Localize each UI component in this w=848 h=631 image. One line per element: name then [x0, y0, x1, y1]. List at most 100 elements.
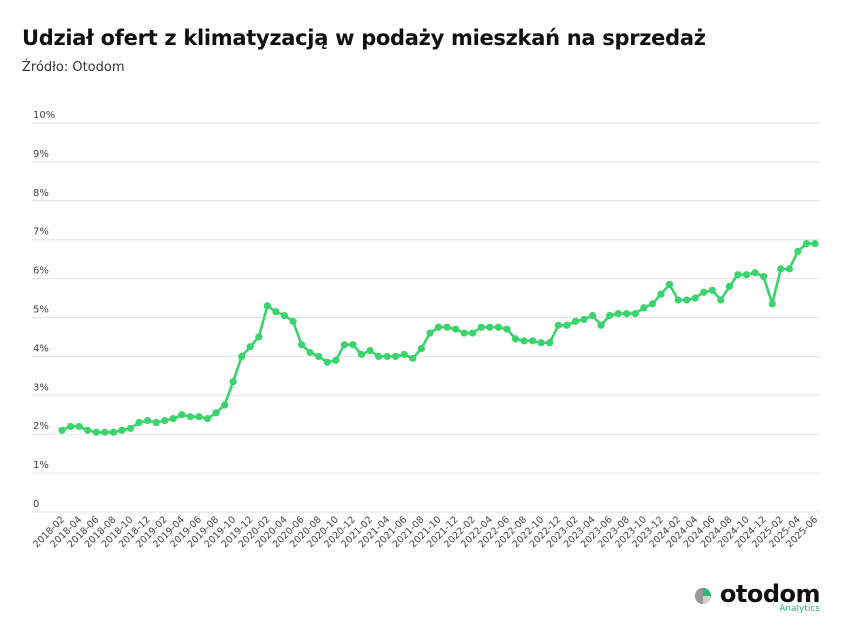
data-point — [777, 265, 785, 273]
data-point — [486, 323, 494, 331]
data-point — [657, 290, 665, 298]
data-point — [691, 294, 699, 302]
data-point — [255, 333, 263, 341]
data-point — [588, 311, 597, 320]
data-point — [725, 282, 734, 290]
data-point — [126, 424, 135, 432]
data-point — [537, 339, 545, 347]
data-point — [84, 426, 92, 434]
data-point — [306, 348, 314, 357]
data-point — [623, 310, 631, 318]
data-point — [683, 296, 691, 304]
y-axis-ticks: 0 1% 2% 3% 4% 5% 6% 7% 8% 9% 10% — [33, 110, 55, 510]
data-point — [674, 296, 682, 304]
data-point — [400, 350, 408, 359]
data-point — [92, 428, 100, 436]
data-point — [511, 335, 520, 343]
data-point — [357, 350, 366, 359]
data-point — [143, 416, 152, 425]
data-point — [315, 352, 323, 360]
data-point — [802, 239, 811, 248]
data-point — [529, 337, 537, 345]
data-point — [280, 311, 289, 320]
data-point — [349, 341, 357, 349]
y-tick-label: 5% — [33, 305, 49, 316]
data-point — [195, 413, 203, 421]
data-point — [606, 311, 614, 320]
data-point — [700, 288, 708, 296]
y-tick-label: 4% — [33, 343, 49, 354]
data-point — [614, 310, 622, 318]
data-point — [631, 310, 639, 318]
data-point — [178, 411, 186, 419]
data-point — [460, 329, 468, 337]
data-point — [263, 302, 271, 310]
data-point — [794, 247, 802, 255]
data-point — [571, 317, 580, 325]
series-line-path — [60, 242, 817, 434]
data-point — [289, 317, 297, 325]
data-point — [554, 321, 562, 329]
data-point — [272, 308, 280, 316]
data-point — [717, 296, 725, 304]
data-point — [734, 271, 742, 279]
data-point — [332, 356, 340, 364]
data-point — [366, 346, 374, 355]
otodom-subline: Analytics — [779, 604, 820, 614]
data-point — [229, 378, 237, 386]
data-point — [640, 304, 648, 312]
data-point — [580, 315, 588, 324]
series-points — [58, 239, 819, 436]
data-point — [212, 409, 220, 417]
data-point — [751, 269, 759, 277]
chart-source: Źródło: Otodom — [22, 60, 125, 75]
data-point — [563, 321, 571, 329]
data-point — [708, 286, 716, 294]
data-point — [58, 426, 66, 434]
data-point — [760, 273, 768, 281]
data-point — [118, 426, 126, 434]
data-point — [109, 428, 117, 436]
y-tick-label: 0 — [33, 499, 39, 510]
data-point — [785, 265, 793, 273]
otodom-wordmark: otodom — [719, 580, 821, 608]
data-point — [409, 354, 417, 362]
data-point — [597, 321, 605, 329]
data-point — [426, 329, 434, 337]
data-point — [648, 300, 657, 308]
chart-title: Udział ofert z klimatyzacją w podaży mie… — [22, 26, 706, 50]
y-tick-label: 3% — [33, 382, 49, 393]
data-point — [494, 323, 502, 331]
x-axis-ticks: 2018-022018-042018-062018-082018-102018-… — [31, 514, 820, 550]
data-point — [520, 337, 528, 345]
data-point — [238, 352, 246, 360]
y-tick-label: 8% — [33, 188, 49, 199]
data-point — [392, 352, 400, 360]
series-line — [60, 242, 817, 434]
data-point — [66, 422, 75, 431]
data-point — [340, 341, 348, 349]
y-tick-label: 6% — [33, 266, 49, 277]
data-point — [375, 352, 383, 360]
y-tick-label: 10% — [33, 110, 55, 121]
data-point — [169, 415, 177, 423]
otodom-logo: otodom Analytics — [690, 580, 821, 620]
data-point — [503, 325, 511, 333]
data-point — [323, 358, 331, 366]
data-point — [75, 422, 83, 431]
y-tick-label: 1% — [33, 460, 49, 471]
gridlines — [32, 122, 820, 513]
data-point — [417, 345, 425, 353]
data-point — [246, 343, 254, 351]
data-point — [297, 341, 306, 349]
data-point — [161, 416, 169, 425]
data-point — [135, 418, 143, 427]
data-point — [452, 325, 460, 333]
data-point — [546, 339, 554, 347]
data-point — [152, 418, 160, 427]
data-point — [469, 329, 477, 337]
data-point — [220, 401, 229, 409]
data-point — [742, 271, 751, 279]
data-point — [434, 323, 443, 331]
